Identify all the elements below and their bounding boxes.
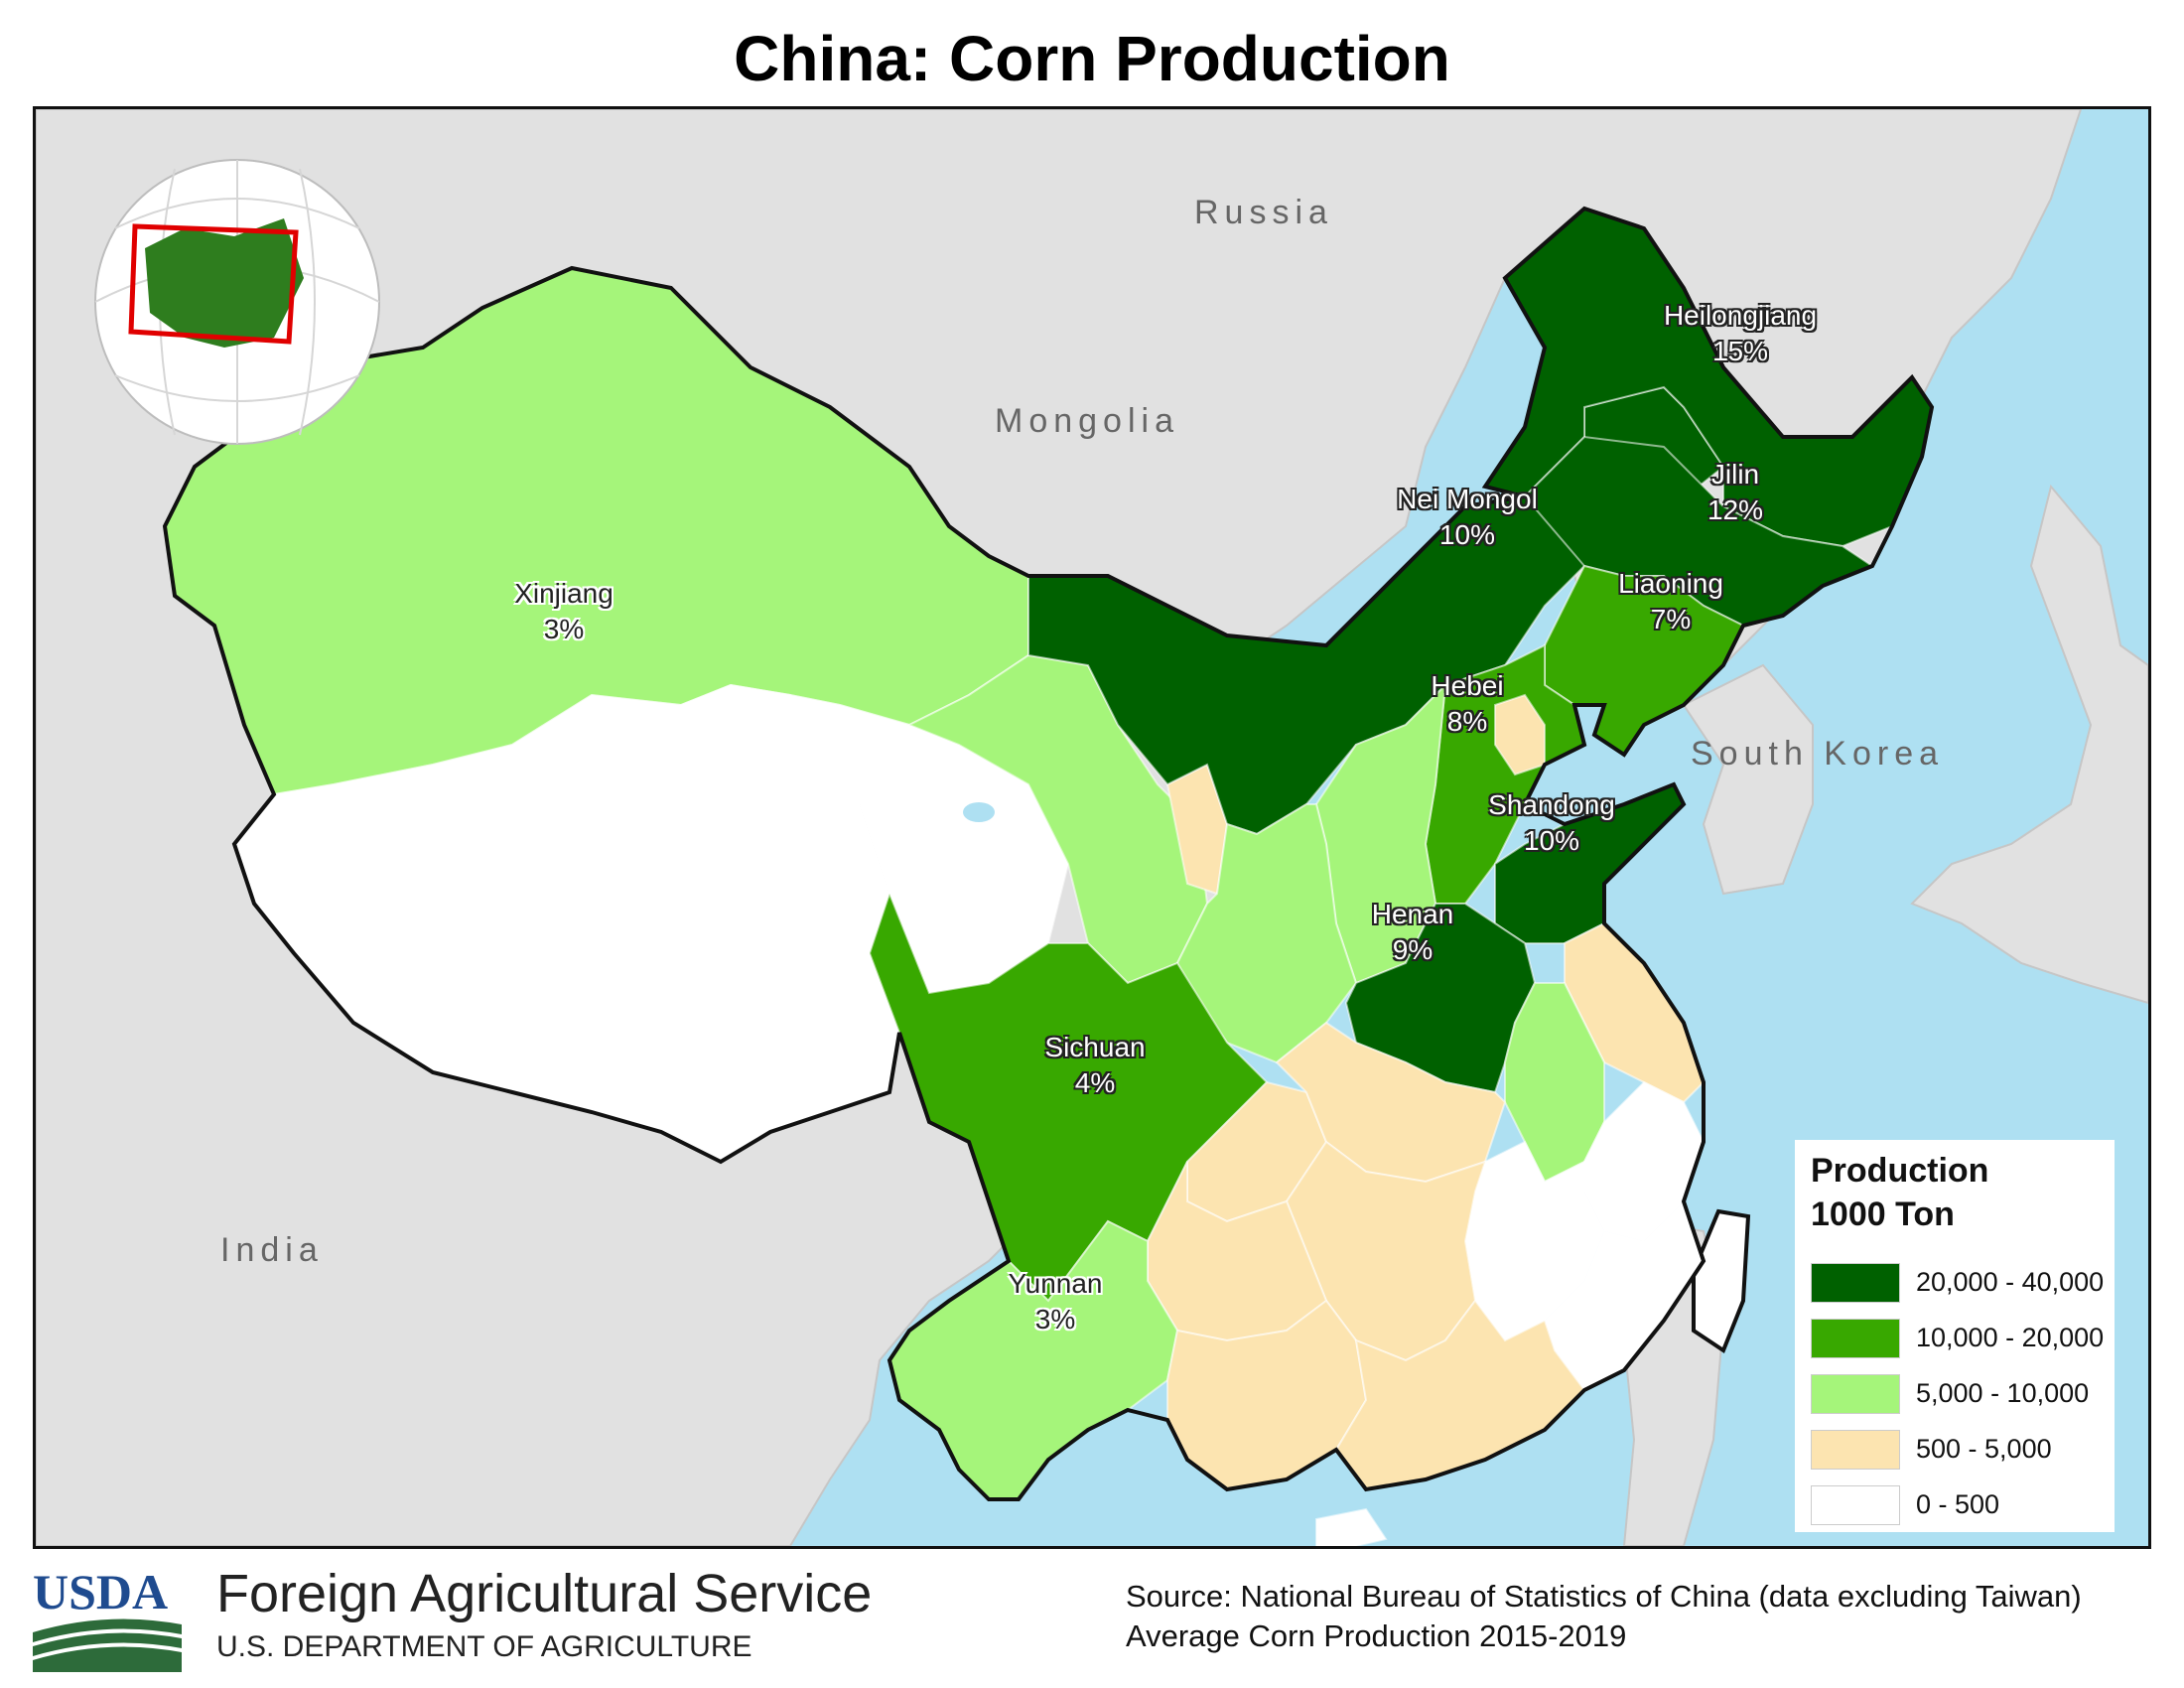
province-label-jilin: Jilin 12% <box>1676 457 1795 528</box>
legend-swatch <box>1811 1485 1900 1525</box>
province-label-henan: Henan 9% <box>1343 897 1482 968</box>
map-legend: Production 1000 Ton 20,000 - 40,000 10,0… <box>1795 1140 2115 1532</box>
province-share: 7% <box>1650 604 1692 634</box>
legend-swatch <box>1811 1430 1900 1470</box>
anhui-province <box>1504 982 1605 1184</box>
province-name: Yunnan <box>1008 1268 1103 1299</box>
province-share: 3% <box>543 614 585 644</box>
department-name: U.S. DEPARTMENT OF AGRICULTURE <box>216 1630 752 1663</box>
usda-logo <box>33 1618 182 1672</box>
province-share: 3% <box>1034 1304 1076 1335</box>
province-name: Jilin <box>1710 459 1760 490</box>
legend-label: 5,000 - 10,000 <box>1916 1378 2090 1408</box>
province-label-hebei: Hebei 8% <box>1408 668 1527 740</box>
legend-item: 5,000 - 10,000 <box>1811 1374 2115 1416</box>
legend-item: 500 - 5,000 <box>1811 1430 2115 1472</box>
inset-frame <box>128 223 299 345</box>
province-share: 10% <box>1523 825 1580 856</box>
province-share: 15% <box>1711 336 1769 366</box>
country-label-india: India <box>220 1231 324 1269</box>
province-label-sichuan: Sichuan 4% <box>1021 1030 1169 1101</box>
legend-label: 10,000 - 20,000 <box>1916 1323 2105 1352</box>
map-title: China: Corn Production <box>734 23 1450 94</box>
province-label-xinjiang: Xinjiang 3% <box>484 576 643 647</box>
province-name: Xinjiang <box>514 578 614 609</box>
legend-item: 20,000 - 40,000 <box>1811 1263 2115 1305</box>
province-name: Sichuan <box>1044 1032 1146 1062</box>
province-name: Shandong <box>1488 789 1615 820</box>
legend-title: Production <box>1811 1152 1989 1190</box>
country-label-russia: Russia <box>1194 194 1333 231</box>
province-share: 8% <box>1446 706 1488 737</box>
usda-logo-text: USDA <box>33 1564 169 1619</box>
province-label-yunnan: Yunnan 3% <box>981 1266 1130 1337</box>
province-label-nei-mongol: Nei Mongol 10% <box>1378 482 1557 553</box>
province-share: 9% <box>1392 934 1433 965</box>
legend-item: 10,000 - 20,000 <box>1811 1319 2115 1360</box>
province-name: Liaoning <box>1618 568 1723 599</box>
province-label-heilongjiang: Heilongjiang 15% <box>1641 298 1840 369</box>
legend-swatch <box>1811 1319 1900 1358</box>
province-label-liaoning: Liaoning 7% <box>1591 566 1750 637</box>
legend-item: 0 - 500 <box>1811 1485 2115 1527</box>
legend-subtitle: 1000 Ton <box>1811 1196 1955 1233</box>
japan-land <box>1910 484 2148 1005</box>
province-share: 10% <box>1438 519 1496 550</box>
province-name: Nei Mongol <box>1397 484 1538 514</box>
legend-swatch <box>1811 1374 1900 1414</box>
province-name: Heilongjiang <box>1663 300 1818 331</box>
legend-label: 20,000 - 40,000 <box>1916 1267 2105 1297</box>
hainan-island <box>1315 1507 1388 1546</box>
period-note: Average Corn Production 2015-2019 <box>1126 1618 1627 1653</box>
province-share: 4% <box>1074 1067 1116 1098</box>
inset-globe <box>94 159 380 445</box>
country-label-mongolia: Mongolia <box>995 402 1179 440</box>
legend-swatch <box>1811 1263 1900 1303</box>
korea-land <box>1682 663 1814 896</box>
qinghai-lake <box>963 802 995 822</box>
agency-name: Foreign Agricultural Service <box>216 1564 873 1623</box>
map-canvas <box>36 109 2148 1546</box>
province-name: Henan <box>1371 899 1454 929</box>
china-border <box>162 206 1935 1501</box>
country-label-south-korea: South Korea <box>1691 735 1945 773</box>
legend-label: 500 - 5,000 <box>1916 1434 2052 1464</box>
source-note: Source: National Bureau of Statistics of… <box>1126 1579 2082 1614</box>
china-provinces <box>163 207 1934 1546</box>
province-share: 12% <box>1706 494 1764 525</box>
province-name: Hebei <box>1431 670 1504 701</box>
choropleth-map: Russia Mongolia South Korea India Heilon… <box>33 106 2151 1549</box>
province-label-shandong: Shandong 10% <box>1462 787 1641 859</box>
legend-label: 0 - 500 <box>1916 1489 2000 1519</box>
